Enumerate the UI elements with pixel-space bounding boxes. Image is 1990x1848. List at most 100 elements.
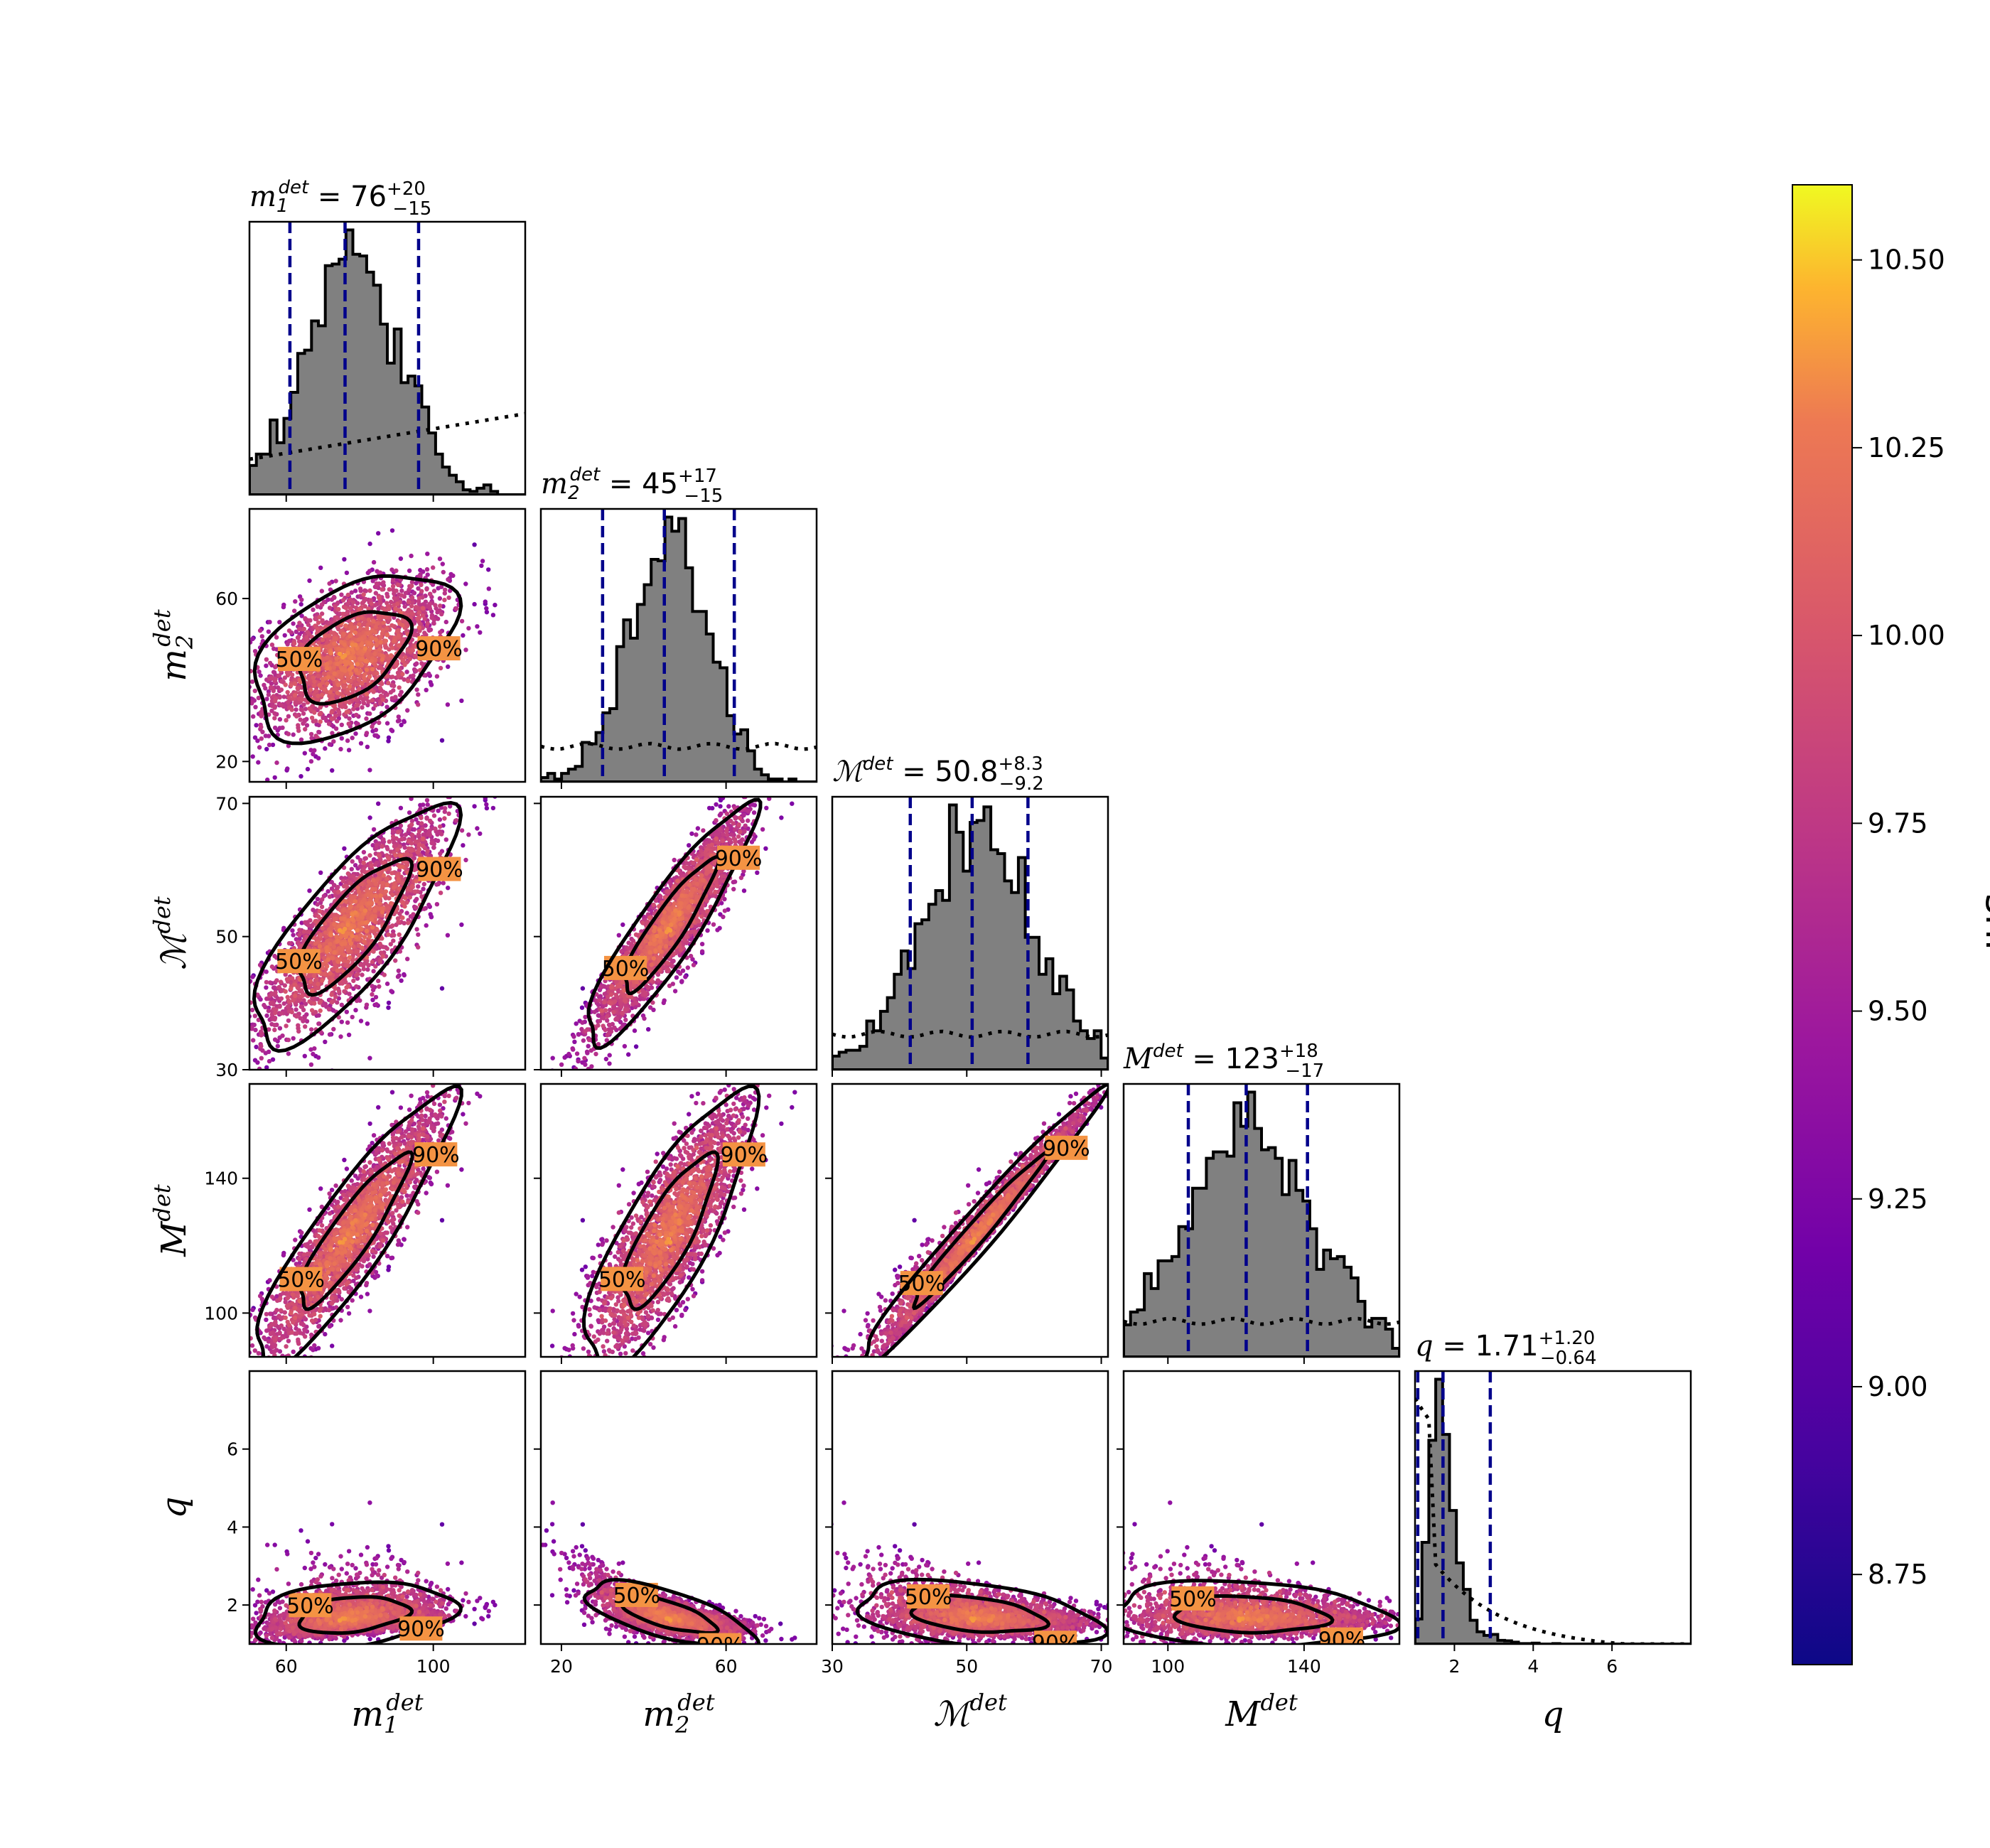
scatter-point [386,932,391,938]
scatter-point [380,936,384,941]
scatter-point [243,691,247,695]
scatter-point [385,674,390,679]
scatter-point [416,625,422,630]
scatter-point [442,597,447,603]
scatter-point [361,967,367,972]
scatter-point [381,580,386,585]
scatter-point [367,768,372,773]
scatter-point [421,881,426,887]
scatter-point [344,985,349,990]
scatter-point [282,675,287,680]
scatter-point [424,816,429,821]
scatter-point [316,986,321,991]
scatter-point [377,984,382,989]
scatter-point [427,606,433,611]
scatter-point [257,628,263,633]
scatter-point [356,953,362,958]
scatter-point [264,746,269,752]
scatter-point [303,707,308,711]
scatter-point [338,935,344,940]
scatter-point [397,886,402,891]
scatter-point [391,885,397,890]
scatter-point [293,982,298,987]
scatter-point [361,849,367,855]
scatter-point [279,702,284,708]
scatter-point [297,928,302,933]
scatter-point [388,689,393,695]
scatter-point [356,889,362,894]
scatter-point [380,910,385,915]
scatter-point [256,695,261,701]
scatter-point [419,661,424,666]
scatter-point [259,1043,264,1049]
scatter-point [434,674,440,679]
scatter-point [409,832,415,837]
scatter-point [327,742,333,747]
scatter-point [463,581,468,586]
scatter-point [407,895,412,900]
scatter-point [409,848,414,853]
scatter-point [350,642,355,648]
scatter-point [361,860,366,866]
scatter-point [317,682,322,688]
scatter-point [304,723,310,728]
scatter-point [421,602,426,607]
scatter-point [372,603,377,608]
scatter-point [378,635,384,640]
scatter-point [320,618,325,623]
scatter-point [402,920,407,925]
scatter-point [316,640,321,645]
scatter-point [330,768,335,773]
scatter-point [249,1007,255,1013]
scatter-point [370,628,375,633]
scatter-point [312,1001,317,1006]
scatter-point [358,962,363,967]
scatter-point [345,650,350,655]
scatter-point [276,984,281,990]
scatter-point [339,592,344,597]
scatter-point [308,687,313,692]
scatter-point [301,1019,306,1024]
scatter-point [370,698,375,703]
scatter-point [425,802,430,807]
scatter-point [410,600,415,605]
scatter-point [235,739,239,743]
scatter-point [386,906,391,910]
scatter-point [486,567,491,572]
scatter-point [330,731,335,736]
scatter-point [400,901,405,906]
scatter-point [291,621,296,626]
scatter-point [376,616,382,621]
scatter-point [342,679,347,684]
scatter-point [353,899,358,904]
scatter-point [319,904,325,910]
scatter-point [339,1019,344,1024]
scatter-point [345,738,350,743]
scatter-point [399,588,404,593]
scatter-point [340,648,345,652]
scatter-point [397,844,402,849]
scatter-point [439,986,445,991]
scatter-point [277,620,282,625]
scatter-point [382,972,387,977]
scatter-point [331,739,336,744]
contour-label: 50% [276,648,323,672]
scatter-point [304,635,309,640]
scatter-point [398,556,404,562]
scatter-point [484,805,490,811]
scatter-point [297,627,302,632]
scatter-point [329,992,334,997]
scatter-point [454,606,459,611]
scatter-point [272,1016,277,1021]
scatter-point [390,923,395,928]
scatter-point [274,760,279,765]
scatter-point [377,685,382,690]
scatter-point [335,682,341,687]
scatter-point [414,687,419,692]
scatter-point [314,977,319,982]
scatter-point [446,577,451,582]
scatter-point [320,978,325,983]
scatter-point [313,616,318,621]
scatter-point [399,593,404,598]
scatter-point [240,678,244,682]
